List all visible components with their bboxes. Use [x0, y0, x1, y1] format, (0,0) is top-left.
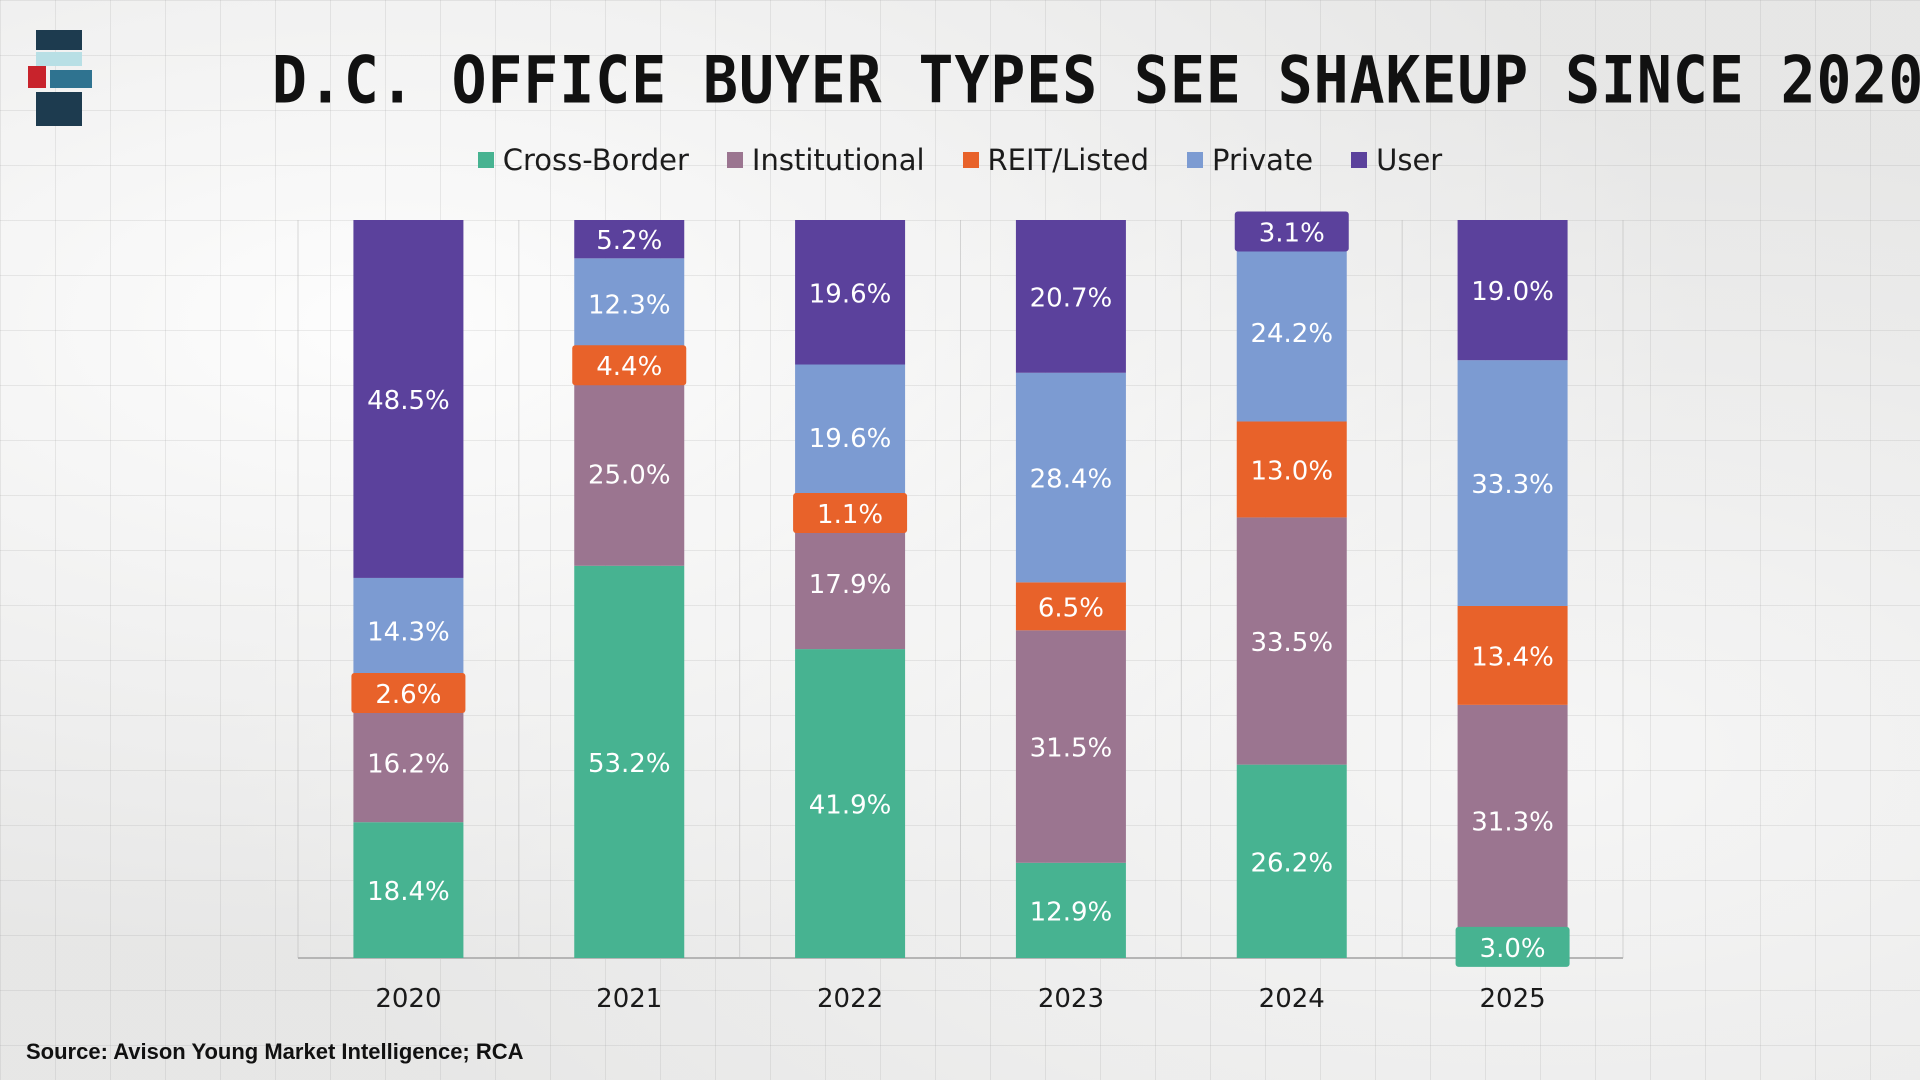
bar-segment-2025-reit-listed	[1457, 605, 1568, 705]
bar-segment-2025-institutional	[1457, 704, 1568, 936]
legend-swatch	[726, 152, 743, 168]
legend-item-cross-border: Cross-Border	[477, 143, 689, 177]
bar-segment-2022-cross-border	[795, 649, 906, 958]
data-label-bg	[1234, 211, 1349, 252]
logo-icon	[28, 30, 92, 126]
legend-item-user: User	[1351, 143, 1442, 177]
bar-segment-2022-institutional	[795, 517, 906, 650]
bar-segment-2024-cross-border	[1236, 764, 1347, 958]
bar-segment-2022-private	[795, 364, 906, 510]
data-label-2024-institutional: 33.5%	[1250, 628, 1333, 658]
bar-segment-2020-cross-border	[353, 822, 464, 958]
bar-segment-2024-institutional	[1236, 517, 1347, 765]
data-label-2022-user: 19.6%	[809, 279, 892, 309]
bar-segment-2025-user	[1457, 220, 1568, 361]
data-label-2022-institutional: 17.9%	[809, 570, 892, 600]
logo-bar-light	[36, 52, 82, 66]
data-label-2023-private: 28.4%	[1030, 465, 1113, 495]
bar-segment-2022-user	[795, 220, 906, 365]
bar-segment-2021-institutional	[574, 381, 685, 566]
data-label-2022-cross-border: 41.9%	[809, 791, 892, 821]
data-label-2024-private: 24.2%	[1250, 319, 1333, 349]
logo-bar-red	[28, 66, 46, 88]
bar-segment-2021-user	[574, 220, 685, 259]
data-label-2023-user: 20.7%	[1030, 283, 1113, 313]
chart-legend: Cross-Border Institutional REIT/Listed Priv…	[0, 143, 1920, 177]
x-tick-label-2020: 2020	[375, 984, 441, 1014]
data-label-2021-user: 5.2%	[596, 226, 662, 256]
x-tick-label-2024: 2024	[1259, 984, 1325, 1014]
data-label-2021-cross-border: 53.2%	[588, 749, 671, 779]
logo-bar-bottom	[36, 92, 82, 126]
legend-label: Cross-Border	[502, 143, 689, 177]
data-label-2021-institutional: 25.0%	[588, 461, 671, 491]
logo-bar-mid	[50, 70, 92, 88]
chart-title: D.C. OFFICE BUYER TYPES SEE SHAKEUP SINC…	[272, 42, 1920, 119]
legend-swatch	[962, 152, 979, 168]
x-tick-label-2025: 2025	[1479, 984, 1545, 1014]
data-label-2023-institutional: 31.5%	[1030, 734, 1113, 764]
legend-label: User	[1376, 143, 1443, 177]
source-note: Source: Avison Young Market Intelligence…	[26, 1039, 524, 1064]
bar-segment-2021-cross-border	[574, 565, 685, 958]
data-label-2022-private: 19.6%	[809, 424, 892, 454]
legend-label: Institutional	[751, 143, 925, 177]
legend-item-institutional: Institutional	[726, 143, 925, 177]
data-label-2020-user: 48.5%	[367, 386, 450, 416]
data-label-2024-cross-border: 26.2%	[1250, 848, 1333, 878]
data-label-2024-user: 3.1%	[1259, 218, 1325, 248]
data-label-2021-private: 12.3%	[588, 291, 671, 321]
data-label-2023-cross-border: 12.9%	[1030, 897, 1113, 927]
data-label-2021-reit-listed: 4.4%	[596, 352, 662, 382]
x-tick-label-2021: 2021	[596, 984, 662, 1014]
bar-segment-2020-institutional	[353, 702, 464, 823]
data-label-2024-reit-listed: 13.0%	[1250, 456, 1333, 486]
bar-segment-2023-private	[1015, 372, 1126, 583]
data-label-2023-reit-listed: 6.5%	[1038, 593, 1104, 623]
x-tick-label-2023: 2023	[1038, 984, 1104, 1014]
data-label-2020-reit-listed: 2.6%	[375, 680, 441, 710]
bar-segment-2025-private	[1457, 360, 1568, 606]
data-label-bg	[1455, 926, 1570, 967]
bar-segment-2023-cross-border	[1015, 862, 1126, 958]
data-label-2020-cross-border: 18.4%	[367, 877, 450, 907]
data-label-bg	[351, 673, 466, 714]
bar-segment-2023-user	[1015, 220, 1126, 373]
data-label-2020-private: 14.3%	[367, 618, 450, 648]
data-label-2020-institutional: 16.2%	[367, 749, 450, 779]
bar-segment-2021-private	[574, 258, 685, 350]
bar-segment-2024-reit-listed	[1236, 421, 1347, 518]
data-label-2025-reit-listed: 13.4%	[1471, 642, 1554, 672]
data-label-bg	[572, 345, 687, 386]
legend-swatch	[1351, 152, 1368, 168]
legend-label: Private	[1212, 143, 1314, 177]
data-label-bg	[793, 493, 908, 534]
bar-segment-2020-user	[353, 220, 464, 578]
bar-segment-2020-private	[353, 577, 464, 684]
x-tick-label-2022: 2022	[817, 984, 883, 1014]
logo-bar-top	[36, 30, 82, 50]
data-label-2025-cross-border: 3.0%	[1480, 934, 1546, 964]
bar-segment-2023-reit-listed	[1015, 582, 1126, 631]
legend-label: REIT/Listed	[987, 143, 1149, 177]
data-label-2025-user: 19.0%	[1471, 277, 1554, 307]
bar-segment-2024-private	[1236, 242, 1347, 422]
legend-swatch	[1187, 152, 1203, 168]
data-label-2022-reit-listed: 1.1%	[817, 500, 883, 530]
legend-swatch	[477, 152, 494, 168]
data-label-2025-institutional: 31.3%	[1471, 807, 1554, 837]
legend-item-reit-listed: REIT/Listed	[962, 143, 1149, 177]
bar-segment-2023-institutional	[1015, 630, 1126, 863]
legend-item-private: Private	[1187, 143, 1313, 177]
data-label-2025-private: 33.3%	[1471, 470, 1554, 500]
